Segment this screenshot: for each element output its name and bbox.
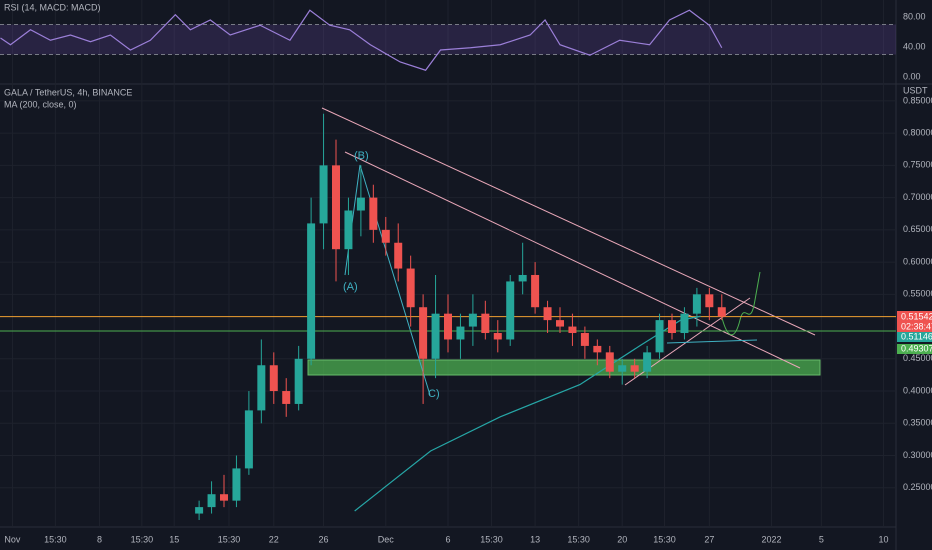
rsi-tick-label: 0.00 xyxy=(903,71,921,81)
x-tick-label: 15:30 xyxy=(131,534,154,544)
candle-body xyxy=(668,320,676,334)
x-tick-label: 5 xyxy=(819,534,824,544)
candle-body xyxy=(717,307,726,317)
x-tick-label: 27 xyxy=(704,534,714,544)
chart-title: GALA / TetherUS, 4h, BINANCE xyxy=(4,87,132,97)
candle-body xyxy=(232,468,241,501)
candle-body xyxy=(269,365,278,392)
y-tick-label: 0.25000 xyxy=(903,482,932,492)
candle-body xyxy=(444,313,452,340)
candle-body xyxy=(468,313,477,327)
candle-body xyxy=(643,352,652,372)
candle-body xyxy=(705,294,714,308)
ma-price-badge xyxy=(897,332,932,342)
candle-body xyxy=(580,333,589,346)
candle-body xyxy=(319,165,328,224)
candle-body xyxy=(307,223,316,359)
last-price: 0.51542 xyxy=(901,311,932,321)
x-tick-label: 10 xyxy=(879,534,889,544)
x-tick-label: 20 xyxy=(617,534,627,544)
ma-label: MA (200, close, 0) xyxy=(4,99,77,109)
candle-body xyxy=(630,365,639,372)
x-tick-label: 13 xyxy=(530,534,540,544)
candle-body xyxy=(456,326,465,340)
trend-line xyxy=(321,107,816,336)
candle-body xyxy=(431,313,440,359)
candle-body xyxy=(419,307,428,359)
candle-body xyxy=(257,365,266,411)
x-tick-label: Nov xyxy=(4,534,21,544)
projection-arrow xyxy=(721,271,761,336)
candle-body xyxy=(394,242,403,269)
axis-unit: USDT xyxy=(903,85,928,95)
candle-body xyxy=(518,274,527,282)
level-price: 0.49307 xyxy=(901,343,932,353)
annotation: (B) xyxy=(354,150,369,162)
candle-body xyxy=(593,345,602,353)
candle-body xyxy=(369,197,378,230)
candle-body xyxy=(406,268,415,308)
candle-body xyxy=(692,294,701,314)
candle-body xyxy=(220,494,228,501)
level-line xyxy=(666,339,758,344)
candle-body xyxy=(195,507,204,514)
x-tick-label: 15:30 xyxy=(653,534,676,544)
x-tick-label: Dec xyxy=(378,534,395,544)
candle-body xyxy=(556,320,564,327)
x-tick-label: 8 xyxy=(97,534,102,544)
x-tick-label: 2022 xyxy=(762,534,782,544)
candle-body xyxy=(332,165,340,250)
support-zone xyxy=(307,359,821,376)
x-tick-label: 15:30 xyxy=(218,534,241,544)
level-price-badge xyxy=(897,344,932,354)
candle-body xyxy=(531,274,540,308)
x-tick-label: 15:30 xyxy=(480,534,503,544)
candle-body xyxy=(207,494,216,508)
trend-line xyxy=(344,151,801,369)
annotation: (A) xyxy=(343,281,358,293)
candle-body xyxy=(381,229,390,243)
ma-price: 0.51146 xyxy=(901,331,932,341)
x-tick-label: 6 xyxy=(445,534,450,544)
candle-body xyxy=(680,313,689,334)
candle-body xyxy=(568,326,577,334)
candle-body xyxy=(244,410,253,469)
rsi-label: RSI (14, MACD: MACD) xyxy=(4,2,101,12)
candle-body xyxy=(618,365,627,372)
candle-body xyxy=(344,210,353,250)
countdown: 02:38:47 xyxy=(901,321,932,331)
candle-body xyxy=(506,281,515,340)
rsi-line xyxy=(0,9,723,71)
candle-body xyxy=(294,358,303,404)
rsi-tick-label: 80.00 xyxy=(903,11,926,21)
x-tick-label: 26 xyxy=(319,534,329,544)
x-tick-label: 15:30 xyxy=(567,534,590,544)
x-tick-label: 15:30 xyxy=(44,534,67,544)
candle-body xyxy=(481,313,490,334)
x-tick-label: 22 xyxy=(269,534,279,544)
candle-body xyxy=(655,320,664,353)
candle-body xyxy=(356,197,365,211)
last-price-badge xyxy=(897,311,932,333)
candle-body xyxy=(282,391,291,404)
candle-body xyxy=(543,307,552,321)
candle-body xyxy=(605,352,614,372)
rsi-tick-label: 40.00 xyxy=(903,41,926,51)
x-tick-label: 15 xyxy=(169,534,179,544)
candle-body xyxy=(493,333,502,340)
annotation: C) xyxy=(428,388,440,400)
